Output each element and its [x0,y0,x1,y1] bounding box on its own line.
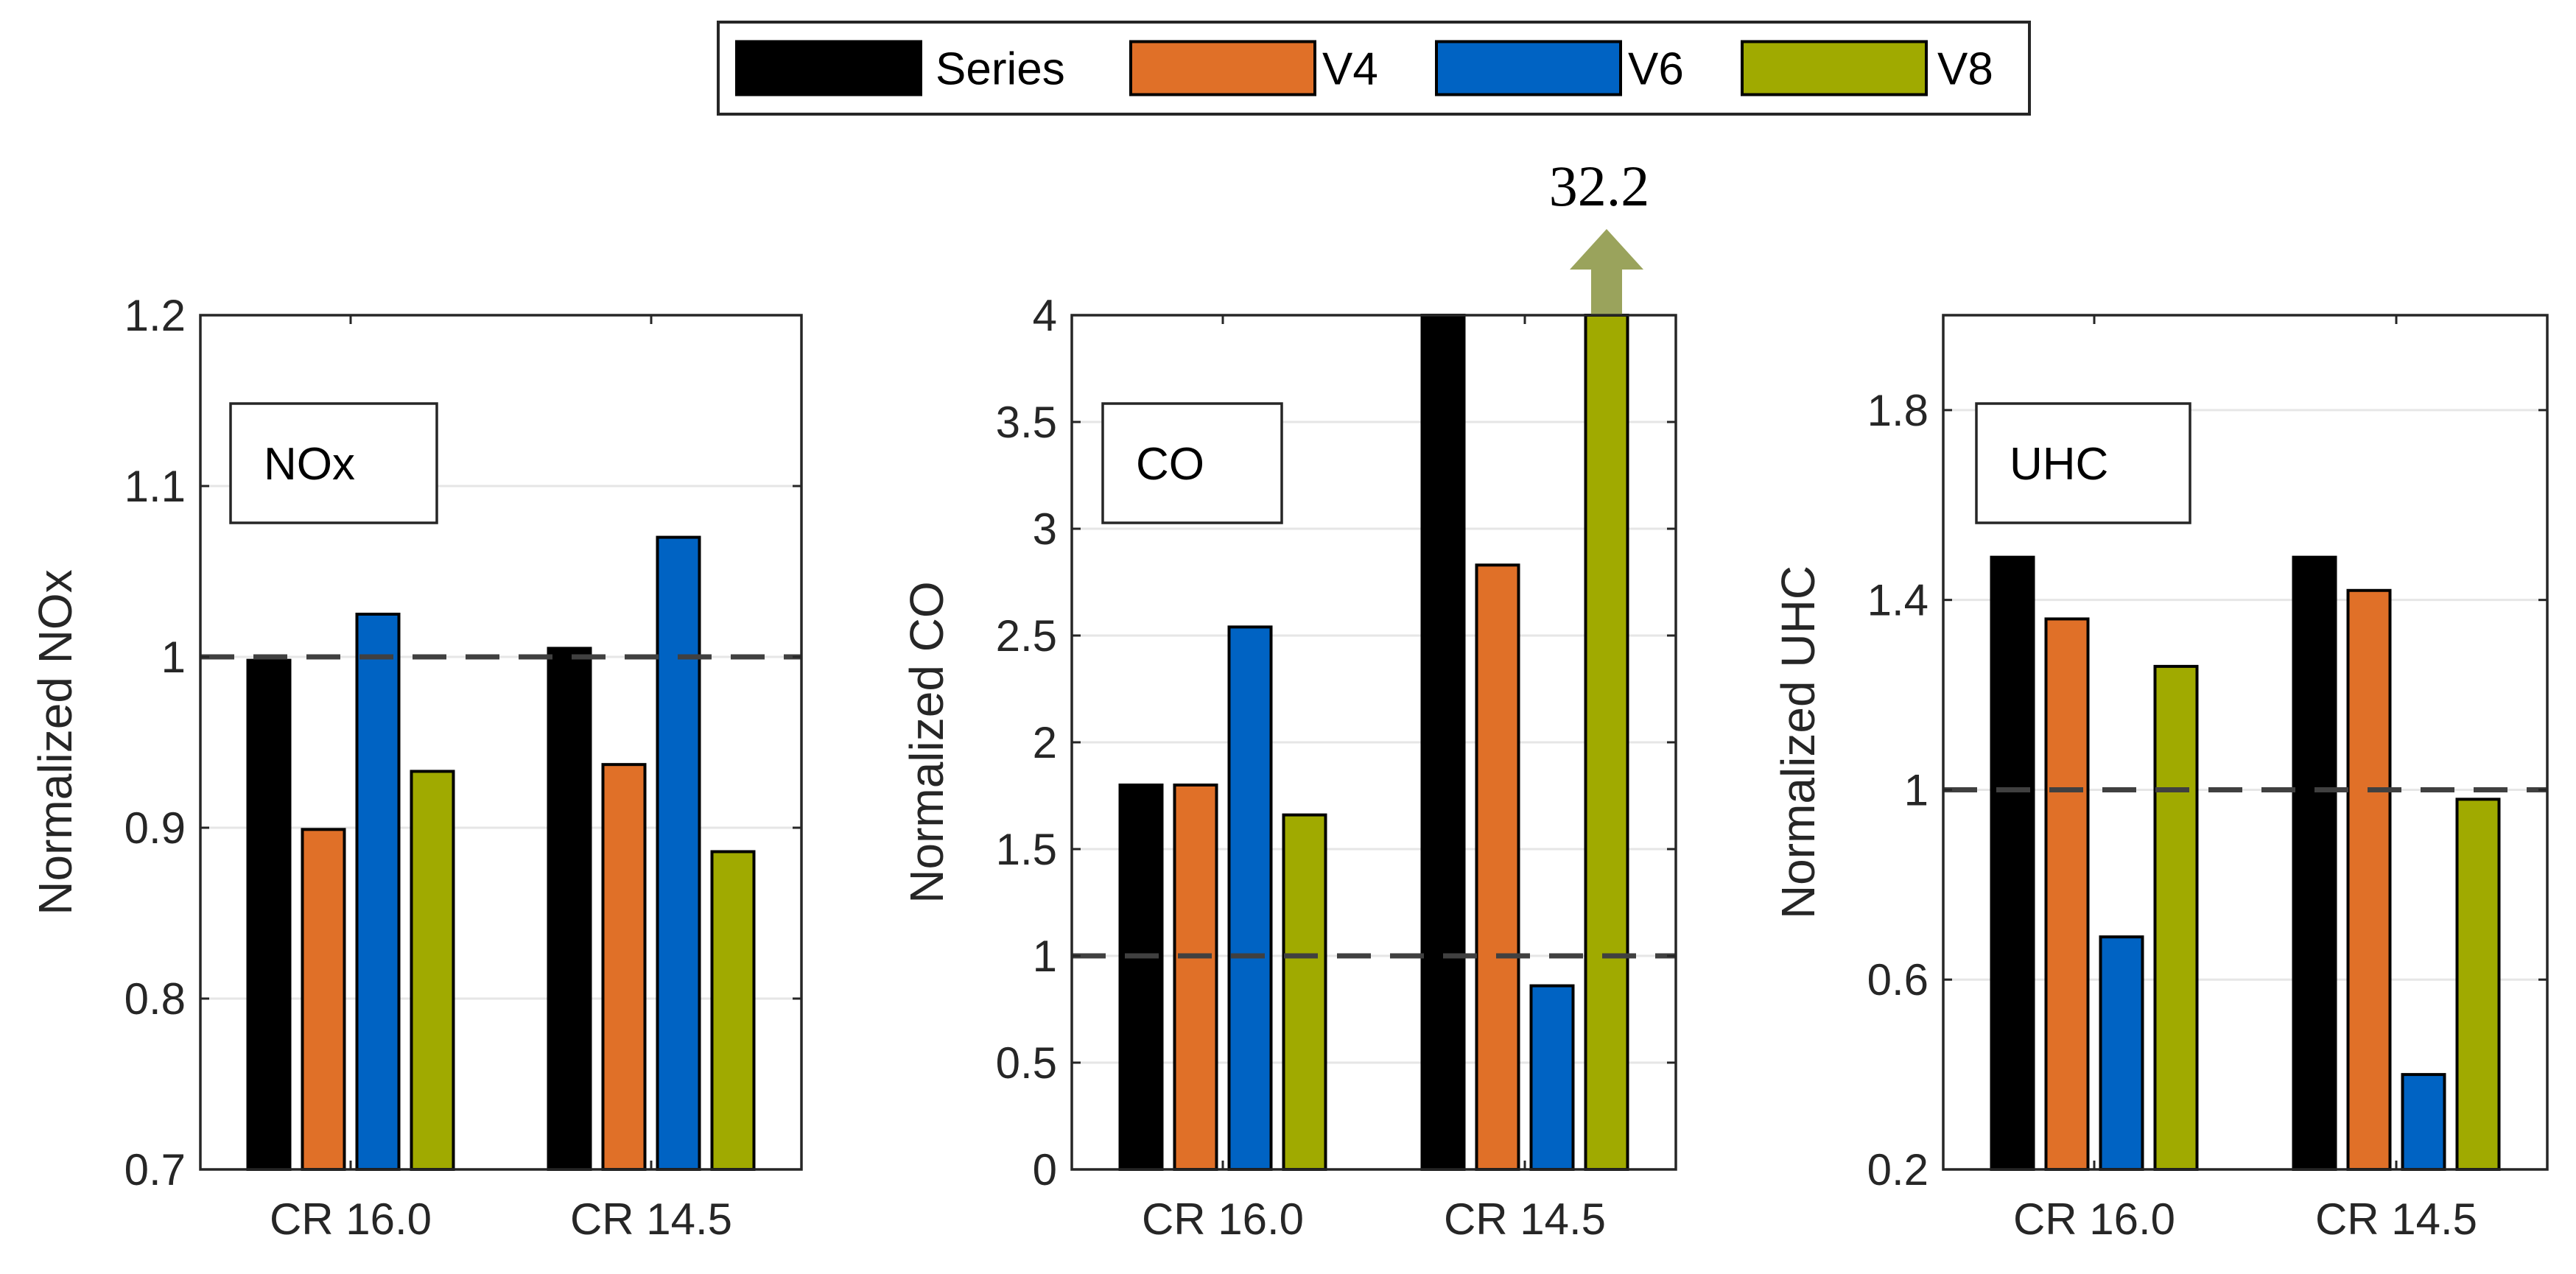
chart-panels: 0.7 0.8 0.9 1 1.1 1.2 CR 16.0 CR 14.5 Normalized… [29,154,2549,1244]
y-tick-label: 1.4 [1867,576,1929,625]
legend-label-series: Series [936,44,1065,95]
x-category-label-cr-14-5: CR 14.5 [2315,1194,2477,1244]
y-tick-label: 0 [1033,1145,1057,1194]
legend-swatch-v8 [1741,40,1928,96]
bar-series-cr-16-0 [246,658,292,1171]
annotation-box [1101,402,1283,524]
bar-v6-cr-16-0 [2099,935,2144,1171]
y-tick-label: 1 [1033,932,1057,981]
annotation-box [229,402,438,524]
legend-label-v6: V6 [1628,44,1684,95]
y-tick-label: 0.8 [124,974,186,1024]
legend-label-v4: V4 [1322,44,1378,95]
bar-series-cr-16-0 [1990,555,2035,1171]
panel-uhc: 0.2 0.6 1 1.4 1.8 CR 16.0 CR 14.5 Normalized UH… [1772,314,2549,1244]
y-tick-label: 2 [1033,718,1057,767]
y-tick-label: 1 [1904,765,1929,814]
y-tick-label: 0.5 [996,1038,1057,1088]
bar-v4-cr-14-5 [1475,563,1520,1171]
bar-v4-cr-16-0 [1173,784,1218,1171]
bar-v4-cr-16-0 [301,828,346,1171]
x-category-label-cr-16-0: CR 16.0 [1142,1194,1304,1244]
bar-series-cr-14-5 [547,647,592,1171]
y-axis-label: Normalized UHC [1772,566,1825,919]
axes-frame [199,314,803,1171]
y-tick-label: 4 [1033,291,1057,340]
annotation-box [1975,402,2191,524]
panel-co: 32.2 0 0.5 1 1.5 2 2.5 3 3.5 4 CR 16.0 CR 14.5 Norma… [900,154,1677,1244]
y-tick-label: 0.7 [124,1145,186,1194]
overflow-value-label: 32.2 [1549,154,1650,218]
y-tick-label: 0.2 [1867,1145,1929,1194]
legend-swatch-series [735,40,922,96]
y-tick-label: 1.8 [1867,386,1929,435]
axes-frame [1942,314,2549,1171]
y-tick-label: 1 [161,633,186,682]
bar-series-cr-14-5 [1420,314,1466,1171]
bar-v8-cr-14-5 [2455,798,2501,1172]
bar-v6-cr-16-0 [1227,625,1273,1171]
legend-swatch-v6 [1435,40,1622,96]
x-category-label-cr-16-0: CR 16.0 [2013,1194,2175,1244]
annotation-label: CO [1136,439,1204,490]
x-category-label-cr-16-0: CR 16.0 [270,1194,432,1244]
annotation-label: NOx [264,439,355,490]
bar-series-cr-14-5 [2292,555,2337,1171]
bar-v6-cr-14-5 [2401,1073,2446,1171]
bar-v6-cr-14-5 [1529,984,1575,1171]
annotation-label: UHC [2010,439,2108,490]
y-tick-label: 2.5 [996,611,1057,661]
panel-nox: 0.7 0.8 0.9 1 1.1 1.2 CR 16.0 CR 14.5 Normalized… [29,291,803,1244]
y-tick-label: 0.6 [1867,955,1929,1004]
legend: Series V4 V6 V8 [717,21,2031,116]
bar-v8-cr-14-5 [1584,314,1629,1171]
bar-v8-cr-16-0 [2153,664,2199,1171]
bar-v4-cr-14-5 [2346,588,2392,1171]
bar-v8-cr-16-0 [1282,813,1327,1171]
bar-v8-cr-14-5 [710,850,756,1171]
y-tick-label: 1.2 [124,291,186,340]
y-tick-label: 0.9 [124,803,186,853]
y-tick-label: 3.5 [996,398,1057,447]
y-tick-label: 1.5 [996,825,1057,874]
y-axis-label: Normalized CO [900,581,953,903]
bar-v8-cr-16-0 [410,770,455,1171]
x-category-label-cr-14-5: CR 14.5 [1444,1194,1606,1244]
y-axis-label: Normalized NOx [29,569,82,915]
bar-v6-cr-14-5 [656,535,701,1171]
bar-series-cr-16-0 [1118,784,1164,1171]
legend-swatch-v4 [1129,40,1316,96]
x-category-label-cr-14-5: CR 14.5 [570,1194,732,1244]
overflow-arrow-icon [1570,229,1643,315]
y-tick-label: 1.1 [124,462,186,511]
bar-v6-cr-16-0 [355,613,401,1171]
bar-v4-cr-14-5 [601,763,647,1172]
legend-label-v8: V8 [1937,44,1993,95]
y-tick-label: 3 [1033,504,1057,554]
bar-v4-cr-16-0 [2044,617,2090,1171]
